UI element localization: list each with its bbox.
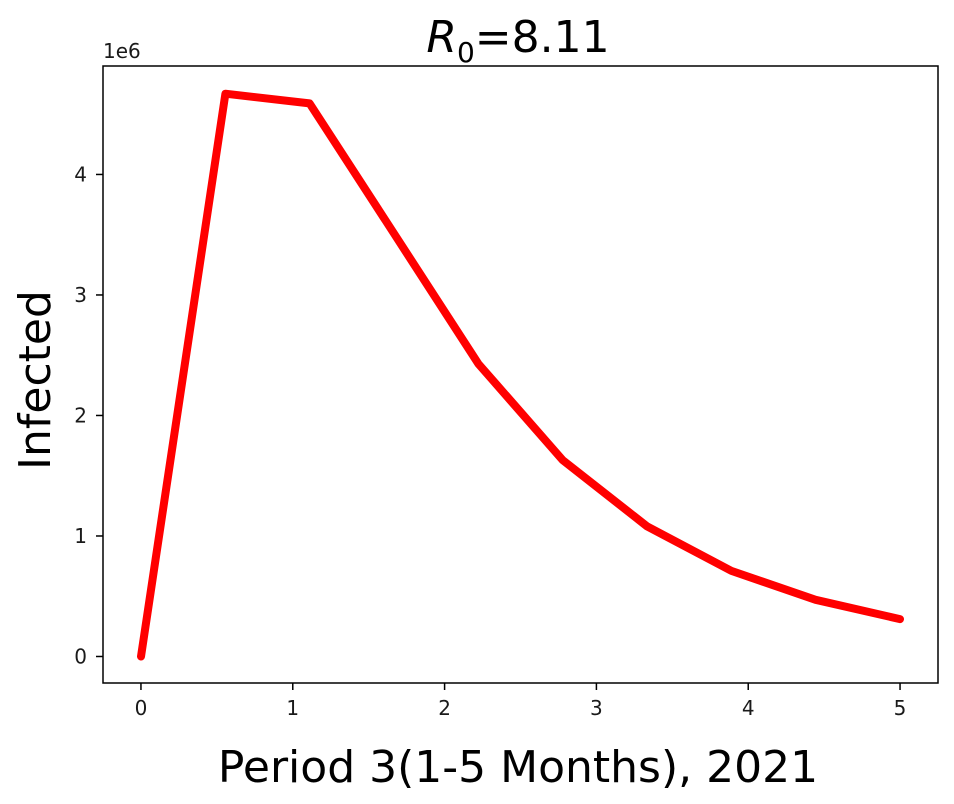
title-symbol: R <box>426 12 457 63</box>
x-tick-label: 1 <box>286 696 299 720</box>
title-subscript: 0 <box>457 36 475 69</box>
x-axis-label: Period 3(1-5 Months), 2021 <box>218 742 818 793</box>
plot-frame <box>102 65 939 684</box>
y-offset-label: 1e6 <box>103 39 141 63</box>
y-tick-label: 4 <box>74 162 87 186</box>
x-tick-label: 2 <box>438 696 451 720</box>
y-tick-label: 1 <box>74 524 87 548</box>
chart-title: R0=8.11 <box>426 12 609 69</box>
axis-ticks: 0 1 2 3 4 5 0 1 2 3 4 <box>74 162 906 720</box>
y-tick-label: 3 <box>74 283 87 307</box>
y-axis-label: Infected <box>10 290 61 470</box>
x-tick-label: 4 <box>742 696 755 720</box>
series-lines <box>137 89 904 661</box>
series-line <box>137 89 904 661</box>
x-tick-label: 3 <box>590 696 603 720</box>
title-value: =8.11 <box>475 12 610 63</box>
y-tick-label: 0 <box>74 644 87 668</box>
y-tick-label: 2 <box>74 403 87 427</box>
x-tick-label: 0 <box>135 696 148 720</box>
x-tick-label: 5 <box>894 696 907 720</box>
